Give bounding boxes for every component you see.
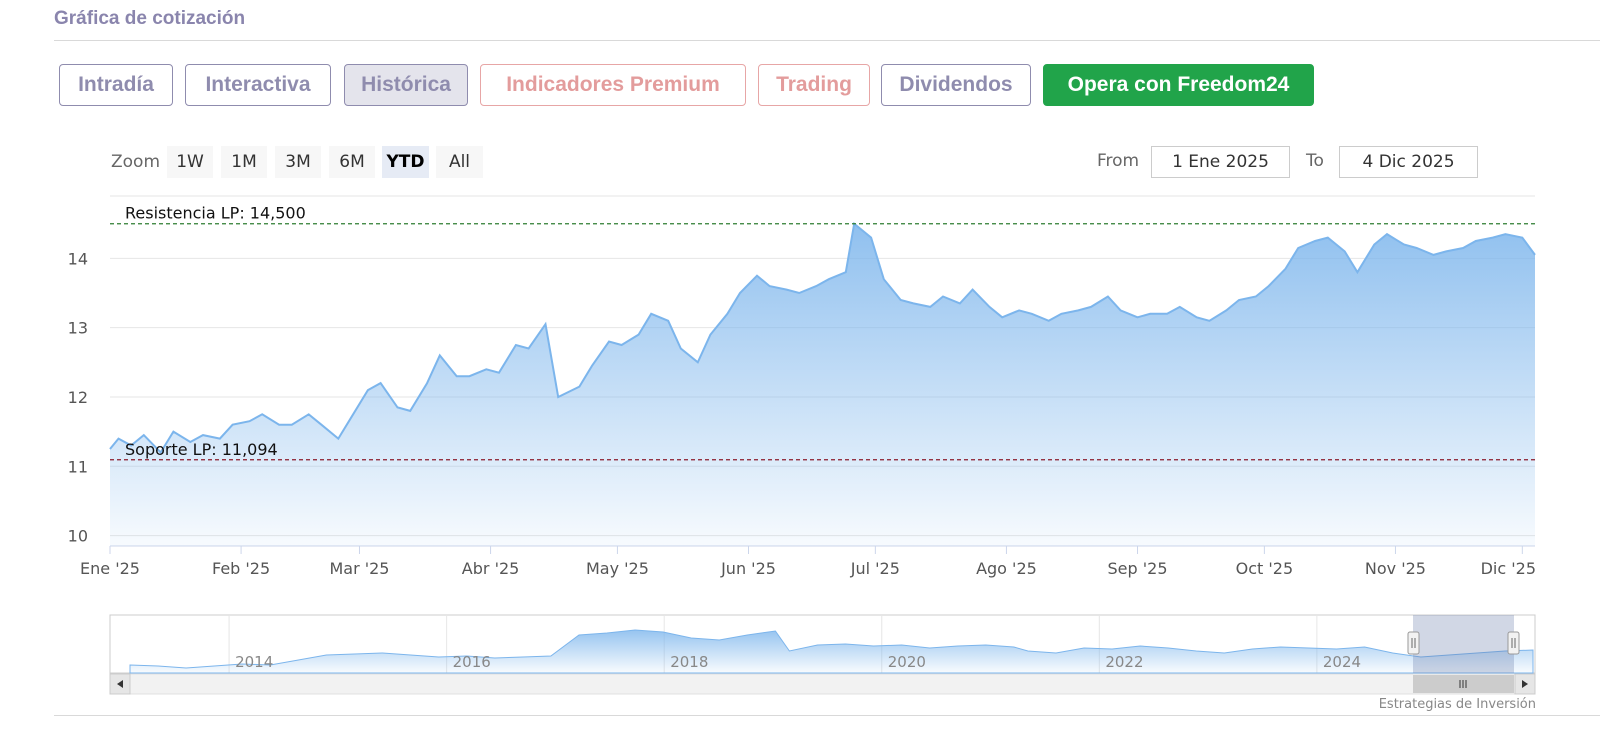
opera-freedom24-button[interactable]: Opera con Freedom24 bbox=[1043, 64, 1314, 106]
x-tick-label: Mar '25 bbox=[329, 559, 389, 578]
tab-label: Trading bbox=[776, 73, 852, 96]
support-label: Soporte LP: 11,094 bbox=[125, 440, 278, 459]
tab-label: Histórica bbox=[361, 73, 451, 96]
x-tick-label: Sep '25 bbox=[1108, 559, 1168, 578]
zoom-all-button[interactable]: All bbox=[436, 146, 483, 178]
resistance-label: Resistencia LP: 14,500 bbox=[125, 204, 306, 223]
navigator-year-label: 2014 bbox=[235, 653, 273, 671]
tab-label: Indicadores Premium bbox=[506, 73, 720, 96]
tab-label: Intradía bbox=[78, 73, 154, 96]
tab-indicadores-premium[interactable]: Indicadores Premium bbox=[480, 64, 746, 106]
tab-interactiva[interactable]: Interactiva bbox=[185, 64, 331, 106]
x-tick-label: Oct '25 bbox=[1236, 559, 1294, 578]
x-tick-label: Abr '25 bbox=[462, 559, 520, 578]
x-tick-label: Nov '25 bbox=[1365, 559, 1426, 578]
navigator-right-handle[interactable] bbox=[1507, 631, 1520, 655]
navigator-year-label: 2020 bbox=[888, 653, 926, 671]
y-tick-label: 12 bbox=[68, 388, 88, 407]
y-tick-label: 11 bbox=[68, 457, 88, 476]
scrollbar-track[interactable] bbox=[109, 673, 1536, 695]
navigator-year-label: 2018 bbox=[670, 653, 708, 671]
tab-historica[interactable]: Histórica bbox=[344, 64, 468, 106]
zoom-label: Zoom bbox=[111, 152, 161, 172]
navigator-year-label: 2016 bbox=[453, 653, 491, 671]
x-tick-label: Feb '25 bbox=[212, 559, 270, 578]
x-tick-label: Jul '25 bbox=[850, 559, 900, 578]
zoom-1m-button[interactable]: 1M bbox=[221, 146, 267, 178]
from-label: From bbox=[1097, 151, 1140, 171]
navigator-selection[interactable] bbox=[1413, 615, 1514, 673]
navigator-year-label: 2022 bbox=[1105, 653, 1143, 671]
x-tick-label: Dic '25 bbox=[1481, 559, 1536, 578]
from-date-input[interactable]: 1 Ene 2025 bbox=[1151, 146, 1290, 178]
tab-label: Interactiva bbox=[205, 73, 311, 96]
tab-label: Dividendos bbox=[899, 73, 1013, 96]
x-tick-label: Jun '25 bbox=[720, 559, 776, 578]
footer-divider bbox=[54, 715, 1600, 716]
zoom-ytd-button[interactable]: YTD bbox=[382, 146, 429, 178]
y-tick-label: 10 bbox=[68, 527, 88, 546]
tab-dividendos[interactable]: Dividendos bbox=[881, 64, 1031, 106]
navigator-year-label: 2024 bbox=[1323, 653, 1361, 671]
to-label: To bbox=[1306, 151, 1324, 171]
navigator-scrollbar[interactable] bbox=[109, 673, 1536, 695]
tab-trading[interactable]: Trading bbox=[758, 64, 870, 106]
tab-intradia[interactable]: Intradía bbox=[59, 64, 173, 106]
page-title: Gráfica de cotización bbox=[54, 8, 246, 29]
x-tick-label: Ago '25 bbox=[976, 559, 1037, 578]
y-tick-label: 13 bbox=[68, 319, 88, 338]
y-tick-label: 14 bbox=[68, 249, 88, 268]
zoom-6m-button[interactable]: 6M bbox=[329, 146, 375, 178]
button-label: Opera con Freedom24 bbox=[1067, 73, 1290, 96]
price-line bbox=[109, 221, 1536, 455]
title-divider bbox=[54, 40, 1600, 41]
arrow-left-icon bbox=[117, 680, 123, 688]
credits-text: Estrategias de Inversión bbox=[1378, 697, 1536, 712]
navigator-left-handle[interactable] bbox=[1407, 631, 1420, 655]
arrow-right-icon bbox=[1522, 680, 1528, 688]
navigator-area bbox=[129, 629, 1534, 674]
zoom-1w-button[interactable]: 1W bbox=[167, 146, 213, 178]
zoom-3m-button[interactable]: 3M bbox=[275, 146, 321, 178]
navigator[interactable]: 2014 2016 2018 2020 2022 2024 bbox=[109, 614, 1536, 674]
x-tick-label: May '25 bbox=[586, 559, 649, 578]
x-tick-label: Ene '25 bbox=[80, 559, 140, 578]
to-date-input[interactable]: 4 Dic 2025 bbox=[1339, 146, 1478, 178]
price-area bbox=[110, 223, 1535, 546]
